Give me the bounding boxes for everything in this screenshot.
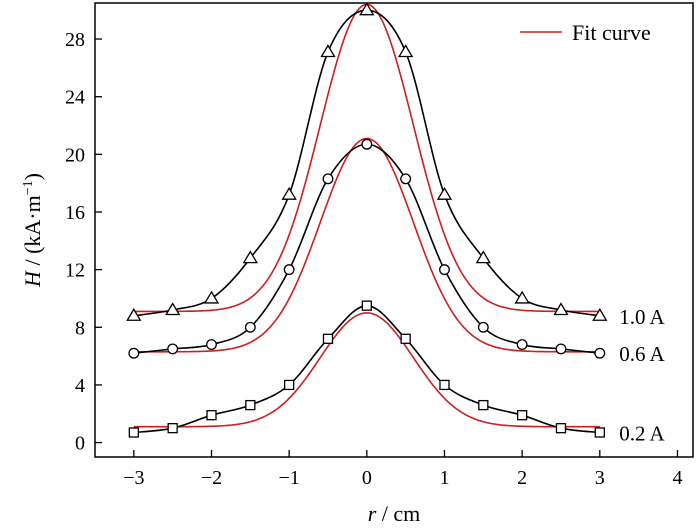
y-tick-label: 28 [65, 29, 85, 51]
fit-curve [133, 312, 600, 428]
data-point [281, 186, 297, 200]
data-point [322, 173, 334, 185]
fit-curve [133, 137, 600, 353]
data-point [206, 410, 217, 421]
data-point [555, 343, 567, 355]
data-point [555, 423, 567, 434]
data-point [436, 186, 453, 200]
data-point [400, 173, 412, 185]
x-tick-label: −3 [123, 467, 144, 489]
y-tick-label: 20 [65, 144, 85, 166]
data-point [361, 138, 373, 150]
x-tick-label: 4 [672, 467, 682, 489]
data-point [594, 347, 606, 359]
x-tick-label: 3 [595, 467, 605, 489]
data-point [242, 250, 258, 264]
x-tick-label: 2 [517, 467, 527, 489]
data-point [400, 333, 411, 344]
legend: Fit curve [520, 20, 651, 45]
data-line [133, 304, 600, 434]
y-tick-label: 24 [65, 87, 85, 109]
data-point [359, 2, 375, 16]
data-point [165, 302, 181, 316]
data-point [322, 333, 334, 344]
y-tick-label: 16 [65, 202, 85, 224]
data-lines [133, 9, 600, 434]
x-tick-label: 0 [362, 467, 372, 489]
series-label: 1.0 A [619, 305, 665, 329]
x-tick-label: −2 [201, 467, 222, 489]
data-point [245, 399, 256, 411]
data-line [133, 143, 600, 355]
series-label: 0.2 A [619, 421, 665, 445]
data-point [439, 379, 450, 391]
data-point [475, 250, 491, 264]
data-point [361, 300, 372, 311]
legend-label: Fit curve [572, 20, 651, 45]
markers [126, 2, 608, 438]
data-point [592, 307, 608, 321]
y-tick-label: 4 [75, 375, 85, 397]
data-point [516, 339, 528, 351]
y-tick-label: 0 [75, 433, 85, 455]
data-point [439, 264, 450, 276]
data-point [283, 264, 295, 276]
series-label: 0.6 A [619, 342, 665, 366]
data-point [244, 321, 256, 333]
data-line [133, 9, 600, 317]
data-point [516, 410, 528, 421]
data-point [128, 347, 140, 359]
data-point [167, 343, 179, 355]
data-point [126, 307, 142, 321]
data-point [206, 339, 217, 351]
series-labels: 1.0 A 0.6 A 0.2 A [619, 305, 665, 446]
data-point [284, 379, 295, 391]
data-point [553, 302, 569, 316]
x-tick-label: −1 [279, 467, 300, 489]
data-point [398, 44, 414, 58]
y-tick-label: 8 [75, 317, 85, 339]
fit-curve [133, 3, 600, 313]
data-point [514, 290, 530, 304]
x-tick-label: 1 [439, 467, 449, 489]
y-tick-label: 12 [65, 260, 85, 282]
data-point [320, 44, 336, 58]
data-point [478, 399, 489, 411]
y-axis-title: H / (kA·m−1) [20, 173, 45, 288]
data-point [128, 427, 139, 438]
data-point [477, 321, 489, 333]
data-point [203, 290, 220, 304]
plot-frame [94, 2, 694, 458]
x-axis-title: r / cm [368, 501, 421, 526]
data-point [167, 423, 178, 434]
fit-curves [133, 3, 600, 428]
data-point [594, 427, 605, 438]
